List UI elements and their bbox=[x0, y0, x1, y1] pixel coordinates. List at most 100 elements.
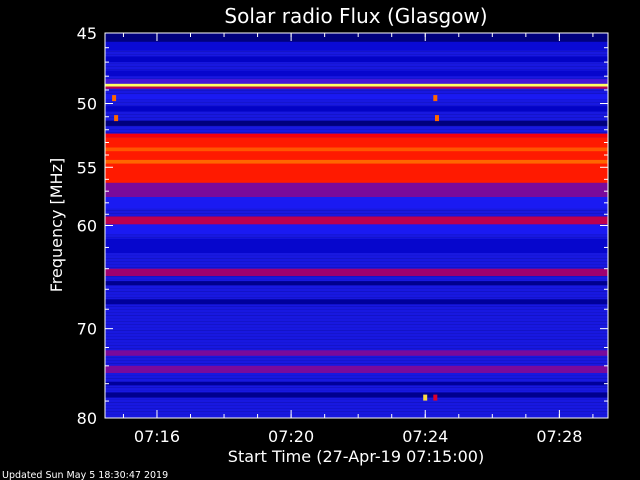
noise-line bbox=[105, 306, 608, 307]
spectral-band bbox=[105, 216, 608, 225]
spectral-band bbox=[105, 224, 608, 235]
noise-line bbox=[105, 117, 608, 118]
noise-line bbox=[105, 102, 608, 103]
noise-line bbox=[105, 90, 608, 91]
noise-line bbox=[105, 399, 608, 400]
noise-line bbox=[105, 234, 608, 235]
burst-spot bbox=[112, 95, 117, 102]
spectral-band bbox=[105, 281, 608, 286]
spectral-band bbox=[105, 70, 608, 77]
noise-line bbox=[105, 342, 608, 343]
noise-line bbox=[105, 324, 608, 325]
noise-line bbox=[105, 390, 608, 391]
spectral-band bbox=[105, 120, 608, 126]
noise-line bbox=[105, 348, 608, 349]
y-tick-label: 55 bbox=[77, 158, 97, 177]
noise-line bbox=[105, 279, 608, 280]
y-axis-label: Frequency [MHz] bbox=[47, 158, 66, 292]
noise-line bbox=[105, 213, 608, 214]
spectral-band bbox=[105, 381, 608, 386]
noise-line bbox=[105, 360, 608, 361]
noise-line bbox=[105, 312, 608, 313]
noise-line bbox=[105, 405, 608, 406]
noise-line bbox=[105, 363, 608, 364]
noise-line bbox=[105, 315, 608, 316]
noise-line bbox=[105, 288, 608, 289]
burst-spot bbox=[433, 95, 438, 102]
burst-spot bbox=[433, 394, 438, 401]
spectral-band bbox=[105, 94, 608, 100]
noise-line bbox=[105, 378, 608, 379]
y-tick-label: 60 bbox=[77, 217, 97, 236]
noise-line bbox=[105, 387, 608, 388]
x-tick-label: 07:28 bbox=[536, 427, 582, 446]
spectral-band bbox=[105, 365, 608, 373]
noise-line bbox=[105, 51, 608, 52]
plot-area bbox=[104, 32, 609, 419]
noise-line bbox=[105, 264, 608, 265]
noise-line bbox=[105, 120, 608, 121]
x-axis: 07:16 07:20 07:24 07:28 bbox=[122, 33, 594, 446]
noise-line bbox=[105, 285, 608, 286]
noise-line bbox=[105, 267, 608, 268]
x-tick-label: 07:24 bbox=[402, 427, 448, 446]
noise-line bbox=[105, 132, 608, 133]
spectral-band bbox=[105, 86, 608, 89]
spectral-band bbox=[105, 33, 608, 42]
noise-line bbox=[105, 294, 608, 295]
noise-line bbox=[105, 297, 608, 298]
spectral-band bbox=[105, 238, 608, 253]
spectral-band bbox=[105, 299, 608, 305]
spectral-band bbox=[105, 106, 608, 112]
noise-line bbox=[105, 210, 608, 211]
chart-title: Solar radio Flux (Glasgow) bbox=[224, 4, 487, 28]
spectral-band bbox=[105, 268, 608, 276]
noise-line bbox=[105, 339, 608, 340]
noise-line bbox=[105, 357, 608, 358]
noise-line bbox=[105, 291, 608, 292]
noise-line bbox=[105, 318, 608, 319]
burst-spot bbox=[423, 394, 428, 401]
noise-line bbox=[105, 381, 608, 382]
spectral-band bbox=[105, 79, 608, 84]
burst-spot bbox=[435, 115, 439, 122]
noise-line bbox=[105, 114, 608, 115]
noise-line bbox=[105, 336, 608, 337]
spectral-band bbox=[105, 133, 608, 138]
spectral-band bbox=[105, 83, 608, 87]
noise-line bbox=[105, 333, 608, 334]
noise-line bbox=[105, 408, 608, 409]
spectral-band bbox=[105, 197, 608, 209]
noise-line bbox=[105, 276, 608, 277]
noise-line bbox=[105, 402, 608, 403]
noise-line bbox=[105, 78, 608, 79]
y-axis: 45 50 55 60 70 80 bbox=[77, 24, 608, 428]
noise-line bbox=[105, 258, 608, 259]
y-tick-label: 80 bbox=[77, 409, 97, 428]
noise-line bbox=[105, 327, 608, 328]
spectral-band bbox=[105, 147, 608, 152]
noise-line bbox=[105, 414, 608, 415]
x-tick-label: 07:20 bbox=[268, 427, 314, 446]
noise-line bbox=[105, 69, 608, 70]
footer-updated-text: Updated Sun May 5 18:30:47 2019 bbox=[2, 470, 168, 480]
spectral-band bbox=[105, 182, 608, 197]
noise-line bbox=[105, 126, 608, 127]
noise-line bbox=[105, 309, 608, 310]
spectral-band bbox=[105, 56, 608, 63]
y-tick-label: 50 bbox=[77, 95, 97, 114]
noise-line bbox=[105, 321, 608, 322]
noise-line bbox=[105, 345, 608, 346]
spectral-band bbox=[105, 41, 608, 51]
noise-line bbox=[105, 375, 608, 376]
spectral-band bbox=[105, 159, 608, 164]
noise-line bbox=[105, 237, 608, 238]
noise-line bbox=[105, 330, 608, 331]
y-tick-label: 70 bbox=[77, 320, 97, 339]
noise-line bbox=[105, 411, 608, 412]
spectral-band bbox=[105, 350, 608, 356]
noise-line bbox=[105, 63, 608, 64]
noise-line bbox=[105, 255, 608, 256]
noise-line bbox=[105, 105, 608, 106]
